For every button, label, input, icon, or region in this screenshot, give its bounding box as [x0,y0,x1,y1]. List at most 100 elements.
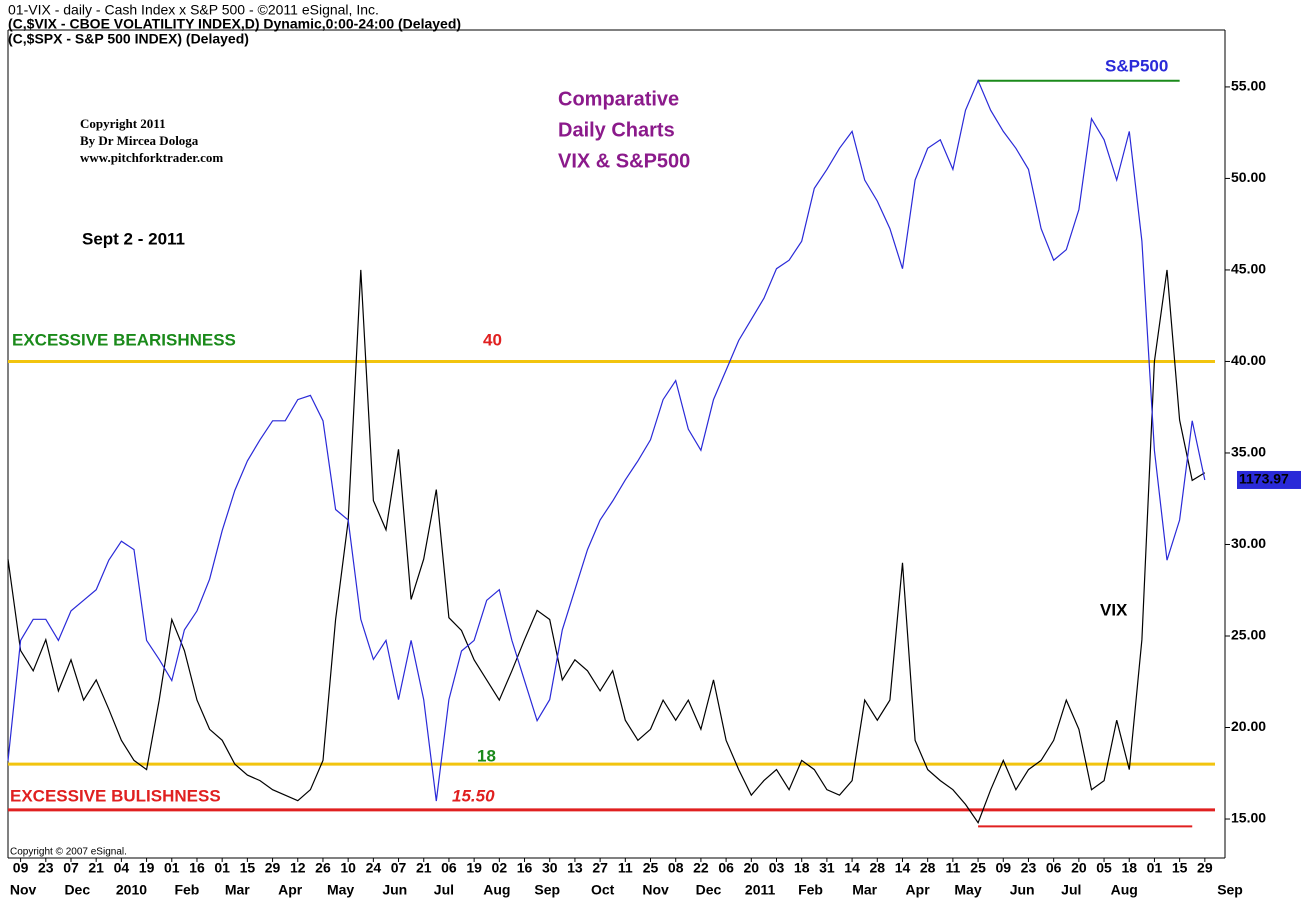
x-tick-label: 19 [139,860,155,876]
x-tick-label: 07 [391,860,407,876]
x-tick-label: 11 [945,860,960,876]
y-tick-label: 45.00 [1231,261,1266,277]
last-value-label: 1173.97 [1239,471,1289,487]
x-tick-label: 20 [1071,860,1087,876]
x-tick-label: 06 [718,860,734,876]
x-tick-label: 18 [1121,860,1137,876]
copyright: Copyright 2011 [80,116,166,131]
x-tick-label: 28 [869,860,885,876]
x-month-label: Dec [64,882,90,898]
x-month-label: Jun [382,882,407,898]
x-tick-label: 03 [769,860,785,876]
x-month-label: Apr [906,882,931,898]
level-label: 18 [477,746,496,765]
x-tick-label: 04 [114,860,130,876]
x-tick-label: 02 [492,860,508,876]
x-tick-label: 26 [315,860,331,876]
series-line [7,269,1206,824]
x-tick-label: 27 [592,860,608,876]
x-month-label: Oct [591,882,615,898]
copyright: www.pitchforktrader.com [80,150,223,165]
x-month-label: Aug [483,882,510,898]
x-tick-label: 15 [1172,860,1188,876]
x-tick-label: 13 [567,860,583,876]
series-line [7,79,1206,802]
level-label: 15.50 [452,786,495,805]
header-line: (C,$VIX - CBOE VOLATILITY INDEX,D) Dynam… [8,16,461,32]
x-month-label: Mar [852,882,877,898]
y-tick-label: 15.00 [1231,810,1266,826]
chart-title: Comparative [558,88,679,110]
y-tick-label: 40.00 [1231,352,1266,368]
x-tick-label: 15 [240,860,256,876]
x-tick-label: 30 [542,860,558,876]
x-month-label: 2010 [116,882,147,898]
x-tick-label: 16 [189,860,205,876]
date-note: Sept 2 - 2011 [82,229,185,248]
x-tick-label: 08 [668,860,684,876]
x-tick-label: 06 [1046,860,1062,876]
x-month-label: Nov [10,882,37,898]
level-note: EXCESSIVE BULISHNESS [10,786,221,805]
x-tick-label: 21 [88,860,104,876]
x-month-label: Jun [1010,882,1035,898]
x-tick-label: 05 [1096,860,1112,876]
x-tick-label: 01 [214,860,230,876]
x-tick-label: 14 [895,860,911,876]
x-tick-label: 20 [744,860,760,876]
level-note: EXCESSIVE BEARISHNESS [12,330,236,349]
x-month-label: Jul [434,882,454,898]
x-month-label: 2011 [745,882,776,898]
x-tick-label: 22 [693,860,709,876]
x-month-label: Aug [1111,882,1138,898]
x-tick-label: 31 [819,860,835,876]
x-tick-label: 18 [794,860,810,876]
x-month-label: Apr [278,882,303,898]
x-tick-label: 23 [1021,860,1037,876]
legend-label: S&P500 [1105,56,1168,75]
y-tick-label: 35.00 [1231,444,1266,460]
x-month-label: Sep [534,882,560,898]
x-tick-label: 21 [416,860,432,876]
x-month-label: Feb [798,882,823,898]
y-tick-label: 30.00 [1231,535,1266,551]
x-month-label: Jul [1061,882,1081,898]
x-tick-label: 11 [618,860,633,876]
chart-title: Daily Charts [558,119,675,141]
x-month-label: Sep [1217,882,1243,898]
legend-label: VIX [1100,600,1128,619]
x-tick-label: 12 [290,860,306,876]
x-month-label: Feb [174,882,199,898]
y-tick-label: 55.00 [1231,78,1266,94]
x-tick-label: 06 [441,860,457,876]
x-month-label: May [327,882,354,898]
x-month-label: Nov [642,882,669,898]
x-tick-label: 24 [366,860,382,876]
copyright: By Dr Mircea Dologa [80,133,199,148]
x-tick-label: 01 [1147,860,1163,876]
x-tick-label: 25 [970,860,986,876]
footer: Copyright © 2007 eSignal. [10,847,127,858]
x-tick-label: 14 [844,860,860,876]
x-tick-label: 09 [13,860,29,876]
x-tick-label: 09 [995,860,1011,876]
x-tick-label: 23 [38,860,54,876]
x-tick-label: 29 [265,860,281,876]
level-label: 40 [483,330,502,349]
header-line: (C,$SPX - S&P 500 INDEX) (Delayed) [8,31,249,47]
x-month-label: Mar [225,882,250,898]
y-tick-label: 25.00 [1231,627,1266,643]
x-tick-label: 28 [920,860,936,876]
x-tick-label: 01 [164,860,180,876]
y-tick-label: 20.00 [1231,718,1266,734]
header-line: 01-VIX - daily - Cash Index x S&P 500 - … [8,2,379,18]
x-tick-label: 16 [517,860,533,876]
x-month-label: May [954,882,981,898]
x-tick-label: 10 [340,860,356,876]
chart-title: VIX & S&P500 [558,150,690,172]
x-tick-label: 07 [63,860,79,876]
x-tick-label: 25 [643,860,659,876]
x-month-label: Dec [696,882,722,898]
last-value-box [1237,470,1301,489]
